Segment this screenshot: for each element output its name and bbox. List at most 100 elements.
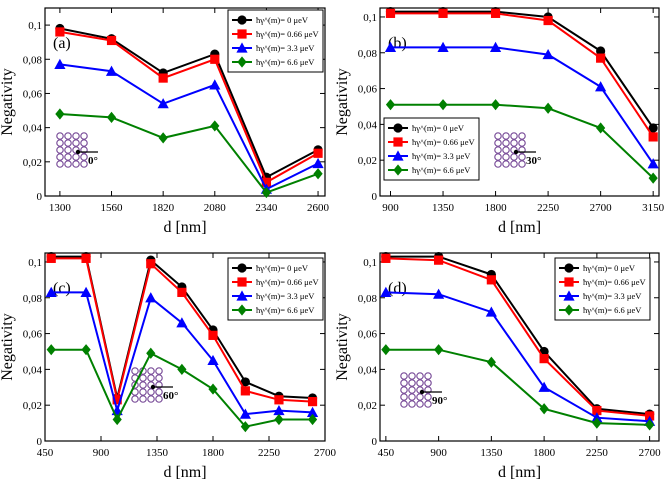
inset-atom [56, 132, 64, 140]
legend-entry: ħγ^(m)= 0 μeV [256, 15, 309, 25]
y-tick-label: 0 [37, 191, 43, 203]
inset-atom [502, 153, 510, 161]
legend-entry: ħγ^(m)= 0.66 μeV [256, 277, 320, 287]
data-point [176, 317, 188, 328]
y-tick-label: 0,04 [358, 364, 378, 376]
data-point [434, 255, 444, 265]
y-tick-label: 0,04 [358, 119, 378, 131]
series-line [59, 27, 319, 179]
inset-atom [64, 160, 72, 168]
x-tick-label: 1350 [146, 447, 169, 459]
legend-marker [393, 123, 403, 133]
inset-atom [131, 367, 139, 375]
legend-entry: ħγ^(m)= 6.6 μeV [256, 305, 315, 315]
inset-atom [408, 386, 416, 394]
y-tick-label: 0,02 [358, 400, 377, 412]
data-point [543, 15, 553, 26]
inset-atom [131, 381, 139, 389]
y-axis-label: Negativity [334, 68, 351, 136]
data-point [55, 108, 65, 120]
data-point [596, 53, 606, 63]
series-line [390, 10, 655, 129]
x-tick-label: 1800 [533, 447, 556, 459]
inset-atom [131, 395, 139, 403]
y-tick-label: 0,1 [28, 257, 42, 269]
inset-atom [502, 139, 510, 147]
data-point [490, 8, 501, 18]
legend-entry: ħγ^(m)= 0.66 μeV [583, 277, 647, 287]
panel-d: 0 0,02 0,04 0,06 0,08 0,1 450 900 1350 1800 2250 27… [334, 251, 661, 480]
data-point [208, 330, 218, 340]
x-axis-label: d [nm] [498, 464, 541, 480]
inset-atom [147, 388, 155, 396]
data-point [274, 413, 284, 426]
y-tick-label: 0,02 [358, 155, 377, 167]
inset-atom [155, 367, 163, 375]
legend-entry: ħγ^(m)= 3.3 μeV [583, 291, 642, 301]
legend-marker [236, 290, 248, 301]
series-3 [55, 108, 323, 199]
series-line [59, 63, 319, 191]
data-point [55, 27, 65, 37]
data-point [106, 35, 117, 46]
data-point [385, 99, 396, 111]
inset-atom [56, 146, 64, 154]
data-point [240, 386, 250, 396]
inset-atom [64, 132, 72, 140]
legend-marker [392, 150, 404, 161]
data-point [210, 120, 220, 132]
inset-atom [424, 393, 432, 401]
inset-atom [408, 393, 416, 401]
x-tick-label: 1800 [202, 447, 225, 459]
inset-atom [416, 379, 424, 387]
panel-b: 0 0,02 0,04 0,06 0,08 0,1 900 1350 1800 2250 2700 3… [334, 6, 664, 236]
y-tick-label: 0 [372, 436, 378, 448]
inset-atom [400, 400, 408, 408]
inset-atom [424, 379, 432, 387]
inset-atom [64, 153, 72, 161]
inset-atom [400, 393, 408, 401]
data-point [313, 148, 323, 158]
panel-label: (c) [53, 280, 71, 297]
y-tick-label: 0 [37, 436, 43, 448]
legend-marker [237, 304, 247, 316]
x-tick-label: 2340 [255, 202, 278, 214]
y-tick-label: 0,08 [358, 293, 378, 305]
y-tick-label: 0,08 [358, 48, 378, 60]
y-axis-label: Negativity [0, 68, 16, 136]
series-3 [381, 344, 655, 431]
series-1 [55, 27, 323, 187]
inset-atom [80, 132, 88, 140]
inset-atom [408, 372, 416, 380]
series-line [385, 348, 650, 426]
y-tick-label: 0,04 [23, 123, 43, 135]
series-0 [385, 6, 658, 133]
y-tick-label: 0,06 [358, 84, 378, 96]
x-tick-label: 450 [37, 447, 54, 459]
data-point [158, 132, 168, 144]
legend-entry: ħγ^(m)= 0.66 μeV [412, 137, 476, 147]
legend-marker [564, 304, 574, 316]
inset-atom [424, 386, 432, 394]
data-point [239, 408, 251, 419]
inset-atom [72, 160, 80, 168]
x-tick-label: 2250 [586, 447, 609, 459]
data-point [54, 58, 66, 69]
x-tick-label: 900 [382, 202, 399, 214]
data-point [489, 41, 502, 52]
inset-atom [510, 139, 518, 147]
series-3 [385, 99, 658, 184]
legend-marker [237, 263, 247, 273]
inset-atom [510, 146, 518, 154]
inset-atom [147, 374, 155, 382]
x-tick-label: 2250 [537, 202, 560, 214]
inset-atom [139, 388, 147, 396]
x-tick-label: 2700 [314, 447, 337, 459]
inset-atom [494, 153, 502, 161]
x-tick-label: 2080 [204, 202, 227, 214]
inset-angle-label: 0° [88, 155, 98, 167]
data-point [106, 111, 117, 123]
data-point [384, 41, 397, 52]
panel-label: (d) [388, 280, 407, 297]
data-point [438, 8, 448, 18]
